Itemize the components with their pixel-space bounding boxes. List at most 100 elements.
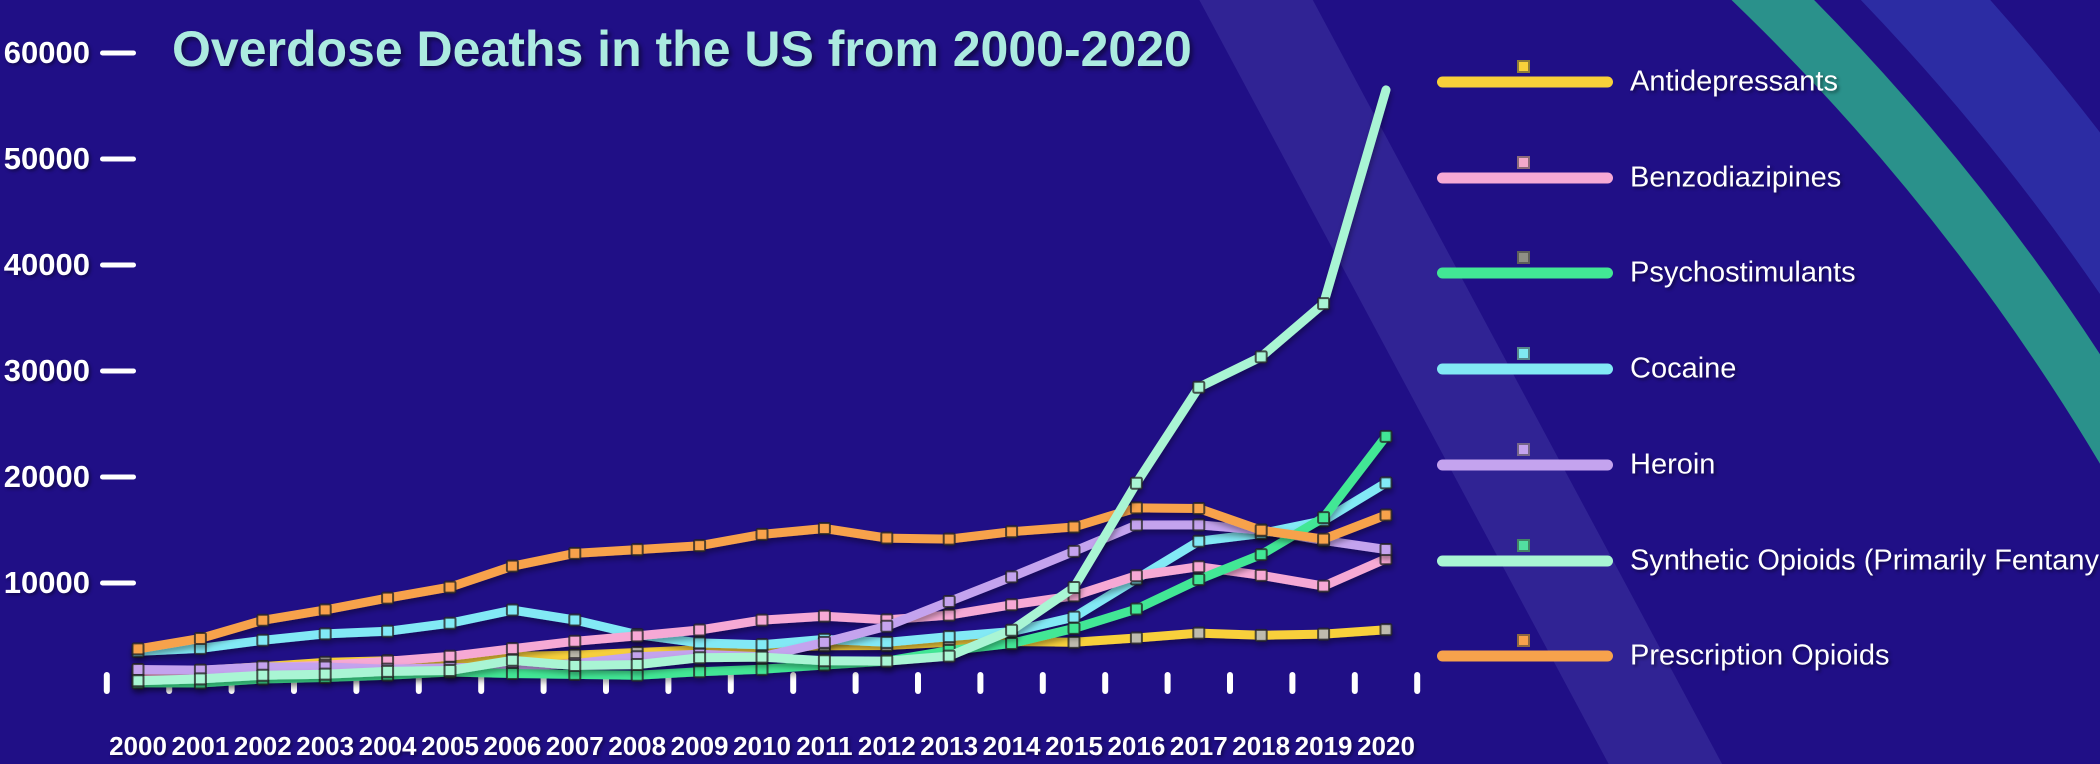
- x-axis-label-2017: 2017: [1169, 731, 1228, 761]
- data-point-benzodiazipines: [755, 613, 769, 627]
- series-synthetic-opioids-primarily-fentanyl: [131, 85, 1391, 688]
- y-axis-label: 60000: [3, 35, 90, 70]
- legend-marker-icon: [1517, 634, 1530, 648]
- x-axis-label-2003: 2003: [296, 731, 355, 761]
- data-point-benzodiazipines: [817, 609, 831, 623]
- data-point-cocaine: [1067, 610, 1081, 624]
- data-point-antidepressants: [1192, 626, 1206, 640]
- data-point-synthetic-opioids-primarily-fentanyl: [1192, 380, 1206, 394]
- data-point-benzodiazipines: [1192, 560, 1206, 574]
- data-point-synthetic-opioids-primarily-fentanyl: [1317, 297, 1331, 311]
- data-point-psychostimulants: [1192, 572, 1206, 586]
- data-point-synthetic-opioids-primarily-fentanyl: [1129, 476, 1143, 490]
- legend-line-swatch: [1437, 555, 1613, 566]
- legend-line-swatch: [1437, 267, 1613, 279]
- y-axis-tick: [100, 368, 136, 374]
- x-axis-label-2004: 2004: [358, 731, 417, 761]
- legend-marker-icon: [1517, 251, 1530, 265]
- data-point-benzodiazipines: [1129, 569, 1143, 583]
- data-point-cocaine: [1379, 476, 1393, 490]
- data-point-benzodiazipines: [443, 649, 457, 663]
- x-axis-label-2020: 2020: [1357, 731, 1415, 761]
- data-point-prescription-opioids: [1192, 501, 1206, 515]
- x-axis-tick: [727, 672, 734, 694]
- legend-label: Benzodiazipines: [1630, 161, 1842, 194]
- data-point-cocaine: [381, 624, 395, 638]
- data-point-heroin: [1379, 542, 1393, 556]
- decor-band: [1199, 0, 1723, 764]
- data-point-cocaine: [880, 635, 894, 649]
- data-point-prescription-opioids: [1067, 520, 1081, 534]
- x-axis-label-2015: 2015: [1045, 731, 1103, 761]
- data-point-benzodiazipines: [942, 608, 956, 622]
- data-point-synthetic-opioids-primarily-fentanyl: [443, 664, 457, 678]
- data-point-heroin: [817, 635, 831, 649]
- x-axis-label-2007: 2007: [545, 731, 604, 761]
- legend-label: Heroin: [1630, 448, 1716, 481]
- x-axis-label-2005: 2005: [421, 731, 479, 761]
- y-axis-label: 10000: [3, 565, 90, 600]
- x-axis-tick: [915, 672, 921, 694]
- legend-line-swatch: [1437, 459, 1613, 471]
- legend-marker-icon: [1517, 442, 1530, 456]
- data-point-synthetic-opioids-primarily-fentanyl: [942, 649, 956, 663]
- data-point-synthetic-opioids-primarily-fentanyl: [817, 654, 831, 668]
- data-point-prescription-opioids: [193, 631, 207, 645]
- x-axis-label-2000: 2000: [109, 731, 167, 761]
- legend-line-swatch: [1437, 76, 1613, 88]
- data-point-prescription-opioids: [381, 591, 395, 605]
- legend-line-swatch: [1437, 363, 1613, 375]
- y-axis-label: 30000: [3, 353, 90, 388]
- data-point-prescription-opioids: [630, 543, 644, 557]
- legend-label: Cocaine: [1630, 352, 1737, 385]
- x-axis-label-2013: 2013: [920, 731, 979, 761]
- legend-marker-icon: [1517, 60, 1530, 73]
- data-point-synthetic-opioids-primarily-fentanyl: [1067, 580, 1081, 594]
- y-axis-tick: [100, 262, 136, 268]
- legend-line-swatch: [1437, 650, 1613, 662]
- data-point-benzodiazipines: [1317, 579, 1331, 593]
- x-axis-label-2014: 2014: [982, 731, 1041, 761]
- data-point-antidepressants: [1379, 623, 1393, 637]
- data-point-benzodiazipines: [1005, 598, 1019, 612]
- x-axis-tick: [1039, 672, 1046, 694]
- x-axis-label-2002: 2002: [233, 731, 292, 761]
- data-point-psychostimulants: [1317, 511, 1331, 525]
- data-point-psychostimulants: [1254, 548, 1268, 562]
- data-point-psychostimulants: [505, 667, 519, 681]
- x-axis-tick: [1227, 672, 1233, 694]
- data-point-synthetic-opioids-primarily-fentanyl: [755, 650, 769, 664]
- data-point-cocaine: [568, 613, 582, 627]
- legend-label: Synthetic Opioids (Primarily Fentanyl): [1630, 544, 2100, 576]
- data-point-cocaine: [942, 630, 956, 644]
- y-axis-tick: [100, 580, 136, 586]
- x-axis-label-2016: 2016: [1107, 731, 1166, 761]
- data-point-cocaine: [1192, 534, 1206, 548]
- legend-line-swatch: [1437, 172, 1613, 184]
- data-point-prescription-opioids: [1129, 501, 1143, 515]
- data-point-prescription-opioids: [318, 603, 332, 617]
- y-axis-label: 40000: [3, 247, 90, 282]
- x-axis-tick: [977, 672, 984, 694]
- x-axis-label-2018: 2018: [1232, 731, 1291, 761]
- x-axis-label-2008: 2008: [608, 731, 667, 761]
- data-point-cocaine: [318, 627, 332, 641]
- x-axis-label-2019: 2019: [1294, 731, 1353, 761]
- x-axis-tick: [852, 672, 859, 694]
- x-axis-tick: [1102, 672, 1109, 694]
- x-axis-label-2011: 2011: [796, 731, 853, 761]
- x-axis-label-2006: 2006: [483, 731, 542, 761]
- data-point-synthetic-opioids-primarily-fentanyl: [318, 667, 332, 681]
- data-point-antidepressants: [1317, 627, 1331, 641]
- y-axis-label: 20000: [3, 459, 90, 494]
- legend-marker-icon: [1517, 155, 1530, 169]
- data-point-heroin: [1067, 544, 1081, 558]
- data-point-prescription-opioids: [256, 613, 270, 627]
- data-point-heroin: [1129, 518, 1143, 532]
- data-point-prescription-opioids: [693, 539, 707, 553]
- data-point-benzodiazipines: [630, 629, 644, 643]
- legend-label: Psychostimulants: [1630, 256, 1856, 289]
- data-point-psychostimulants: [630, 668, 644, 682]
